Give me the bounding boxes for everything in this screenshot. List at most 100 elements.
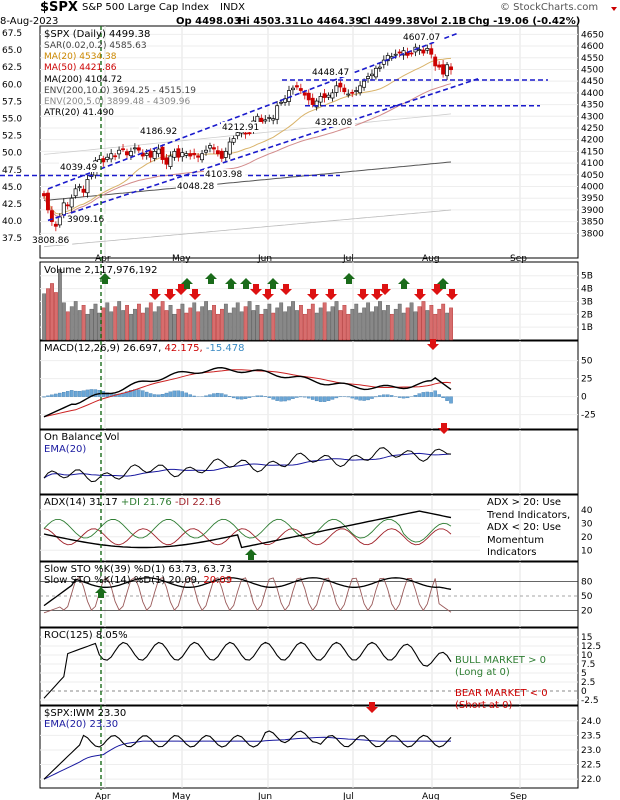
price-right-tick: 4300 bbox=[581, 112, 604, 122]
price-right-tick: 3850 bbox=[581, 218, 604, 228]
volume-bar bbox=[433, 314, 438, 341]
candle-body bbox=[73, 188, 78, 197]
candle-body bbox=[298, 88, 303, 91]
adx-plus-di-line bbox=[43, 518, 452, 543]
adx-note-line: Trend Indicators, bbox=[487, 509, 571, 521]
macd-hist-bar bbox=[378, 395, 382, 397]
adx-signal-arrow bbox=[245, 549, 257, 560]
candle-body bbox=[401, 50, 406, 56]
volume-bar bbox=[243, 306, 248, 341]
adx-plus-di: +DI 21.76 bbox=[120, 497, 172, 508]
volume-bar bbox=[271, 312, 276, 341]
candle-body bbox=[330, 92, 335, 99]
candle-body bbox=[381, 59, 386, 65]
candle-body bbox=[346, 93, 351, 96]
price-right-tick: 4450 bbox=[581, 77, 604, 87]
candle-body bbox=[148, 150, 153, 158]
volume-bar bbox=[299, 305, 303, 341]
volume-bar bbox=[133, 308, 137, 341]
volume-tick: 3B bbox=[581, 297, 593, 307]
macd-signal-arrow bbox=[427, 339, 439, 350]
volume-bar bbox=[192, 302, 197, 341]
volume-bar bbox=[69, 306, 74, 341]
price-right-tick: 3800 bbox=[581, 229, 604, 239]
candle-body bbox=[113, 155, 118, 158]
ratio-ema-line bbox=[43, 736, 452, 780]
volume-bar bbox=[409, 302, 414, 341]
volume-bar bbox=[275, 307, 280, 341]
candle-body bbox=[314, 100, 319, 108]
volume-bar bbox=[259, 314, 264, 341]
volume-bar bbox=[77, 310, 82, 341]
dropdown-triangle-icon bbox=[611, 7, 617, 11]
volume-bar bbox=[310, 303, 315, 341]
price-right-tick: 4350 bbox=[581, 101, 604, 111]
macd-hist-bar bbox=[275, 396, 279, 401]
close: Cl 4499.38 bbox=[360, 16, 420, 27]
volume-bar bbox=[180, 303, 185, 341]
price-left-tick: 60.0 bbox=[2, 80, 22, 90]
roc-tick: -2.5 bbox=[581, 696, 599, 706]
candle-body bbox=[318, 96, 323, 103]
candle-body bbox=[176, 148, 181, 158]
candle-body bbox=[385, 55, 390, 62]
ratio-line bbox=[43, 730, 452, 780]
macd-hist-bar bbox=[279, 396, 283, 402]
macd-hist-bar bbox=[303, 396, 307, 398]
volume-signal-arrow bbox=[446, 289, 458, 300]
volume-bar bbox=[156, 306, 161, 341]
volume-bar bbox=[449, 307, 453, 341]
adx-tick: 20 bbox=[581, 533, 593, 543]
price-annotation: 3909.16 bbox=[67, 215, 104, 225]
price-right-tick: 4250 bbox=[581, 124, 604, 134]
channel-lower-line bbox=[47, 78, 479, 222]
volume-bar bbox=[267, 303, 272, 341]
candle-body bbox=[61, 202, 66, 216]
volume-bar bbox=[188, 307, 193, 341]
adx-tick: 10 bbox=[581, 546, 593, 556]
macd-hist-bar bbox=[62, 391, 66, 397]
volume-signal-arrow bbox=[307, 289, 319, 300]
macd-hist-bar bbox=[417, 393, 422, 397]
volume-bar bbox=[405, 307, 410, 341]
macd-hist-bar bbox=[42, 396, 46, 398]
candle-body bbox=[192, 152, 197, 156]
annotation-bg bbox=[66, 214, 108, 224]
volume-bar bbox=[231, 307, 236, 341]
adx-title: ADX(14) 31.17 +DI 21.76 -DI 22.16 bbox=[44, 497, 221, 508]
volume-bar bbox=[441, 303, 446, 341]
volume-bar bbox=[279, 302, 284, 341]
volume-signal-arrow bbox=[357, 289, 369, 300]
sto-line2-a: Slow STO %K(14) %D(1) 20.09, bbox=[44, 575, 201, 586]
env-upper-line bbox=[43, 113, 452, 155]
adx-note-line: Momentum bbox=[487, 534, 544, 546]
x-tick-label: Sep bbox=[510, 792, 527, 800]
price-right-tick: 3950 bbox=[581, 194, 604, 204]
price-left-tick: 67.5 bbox=[2, 29, 22, 39]
candle-body bbox=[397, 51, 402, 54]
macd-title: MACD(12,26,9) 26.697, 42.175, -15.478 bbox=[44, 343, 244, 354]
volume-bar bbox=[255, 305, 260, 341]
volume-bar bbox=[295, 310, 299, 341]
macd-hist-bar bbox=[204, 395, 208, 397]
volume-bar bbox=[382, 310, 386, 341]
macd-hist-bar bbox=[192, 395, 196, 397]
macd-tick: 0 bbox=[581, 393, 587, 403]
volume-bar bbox=[291, 301, 295, 341]
volume-signal-arrow bbox=[398, 278, 410, 289]
roc-tick: 12.5 bbox=[581, 642, 601, 652]
candle-body bbox=[125, 151, 129, 156]
candle-body bbox=[287, 90, 291, 102]
macd-hist-bar bbox=[180, 391, 185, 397]
bull-note: BULL MARKET > 0 (Long at 0) bbox=[455, 655, 546, 679]
macd-hist-bar bbox=[176, 390, 181, 397]
channel-upper-line bbox=[47, 32, 459, 190]
volume-bar bbox=[366, 302, 371, 341]
volume-bar bbox=[393, 308, 398, 341]
candle-body bbox=[57, 216, 62, 226]
adx-line bbox=[43, 510, 452, 549]
macd-hist-bar bbox=[152, 394, 157, 397]
candle-body bbox=[200, 153, 205, 161]
candle-body bbox=[362, 80, 367, 88]
macd-hist-bar bbox=[50, 394, 54, 397]
